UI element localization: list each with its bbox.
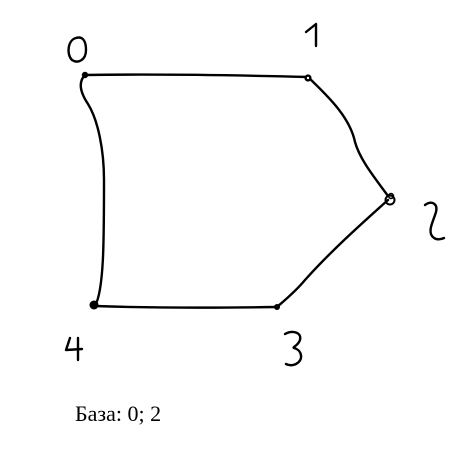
vertex-4-label bbox=[66, 338, 82, 360]
edge-0-1 bbox=[85, 75, 308, 77]
vertex-2-label bbox=[425, 203, 444, 240]
edge-4-0 bbox=[81, 75, 104, 306]
vertex-1-dot bbox=[304, 74, 311, 81]
base-caption: База: 0; 2 bbox=[75, 401, 161, 427]
vertex-0-label bbox=[69, 38, 86, 62]
vertex-0-dot bbox=[82, 72, 88, 78]
vertex-3-label bbox=[285, 332, 301, 365]
vertex-1-label bbox=[306, 24, 316, 46]
edge-3-4 bbox=[95, 306, 277, 308]
vertex-3-dot bbox=[274, 304, 280, 310]
vertex-4-dot bbox=[90, 301, 99, 310]
edge-2-3 bbox=[277, 200, 388, 307]
edge-1-2 bbox=[308, 77, 388, 196]
